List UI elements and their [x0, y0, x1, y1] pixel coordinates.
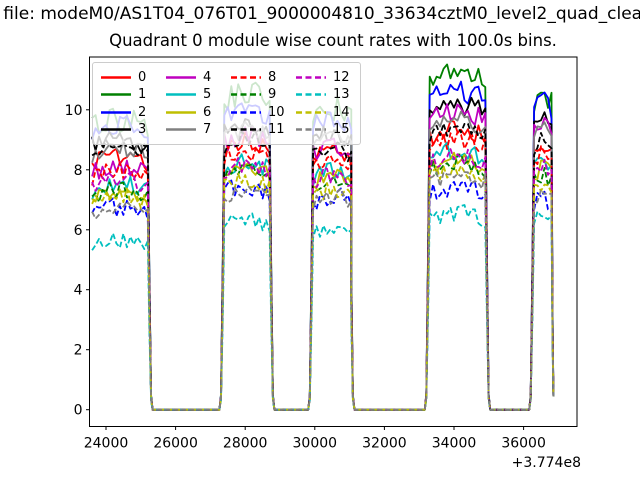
legend-entry-14: 14	[296, 104, 352, 121]
x-tick-label: 30000	[293, 436, 338, 452]
legend-entry-2: 2	[101, 104, 157, 121]
legend-line-swatch-14	[296, 110, 326, 114]
series-line-11	[91, 122, 555, 411]
series-line-10	[91, 179, 555, 411]
legend-entry-5: 5	[166, 86, 222, 103]
legend-label: 9	[268, 87, 277, 103]
y-tick-label: 8	[74, 163, 83, 179]
legend-entry-6: 6	[166, 104, 222, 121]
legend-column: 8 9 10 11	[231, 69, 287, 138]
x-tick-label: 28000	[223, 436, 268, 452]
series-line-13	[91, 204, 555, 411]
chart-title: Quadrant 0 module wise count rates with …	[109, 31, 557, 50]
legend-label: 15	[333, 121, 350, 137]
legend-label: 12	[333, 70, 350, 85]
series-line-6	[91, 151, 555, 411]
legend-label: 2	[138, 104, 147, 120]
legend-entry-4: 4	[166, 69, 222, 86]
series-line-15	[91, 171, 555, 411]
legend-entry-15: 15	[296, 121, 352, 138]
legend-line-swatch-10	[231, 110, 261, 114]
x-axis-offset-label: +3.774e8	[511, 455, 581, 471]
legend-label: 3	[138, 121, 147, 137]
legend-line-swatch-6	[166, 110, 196, 114]
legend-entry-10: 10	[231, 104, 287, 121]
legend-entry-9: 9	[231, 86, 287, 103]
legend-line-swatch-8	[231, 76, 261, 79]
legend-line-swatch-1	[101, 93, 131, 97]
legend-line-swatch-13	[296, 93, 326, 97]
x-tick-label: 32000	[362, 436, 407, 452]
legend-label: 7	[203, 121, 212, 137]
y-tick-label: 0	[74, 403, 83, 419]
x-tick-label: 26000	[153, 436, 198, 452]
legend-label: 1	[138, 87, 147, 103]
legend-label: 6	[203, 104, 212, 120]
series-line-9	[91, 153, 555, 411]
axes-box	[89, 56, 578, 427]
legend-line-swatch-5	[166, 93, 196, 97]
legend-line-swatch-4	[166, 76, 196, 79]
legend-line-swatch-9	[231, 93, 261, 97]
legend-label: 0	[138, 70, 147, 85]
legend-entry-0: 0	[101, 69, 157, 86]
legend-label: 5	[203, 87, 212, 103]
x-tick-label: 34000	[432, 436, 477, 452]
legend-entry-1: 1	[101, 86, 157, 103]
y-tick-label: 4	[74, 283, 83, 299]
legend-label: 14	[333, 104, 350, 120]
legend-line-swatch-12	[296, 76, 326, 79]
legend-entry-13: 13	[296, 86, 352, 103]
legend-column: 12 13 14 15	[296, 69, 352, 138]
legend-line-swatch-7	[166, 128, 196, 131]
legend-label: 8	[268, 70, 277, 85]
legend-line-swatch-11	[231, 128, 261, 131]
legend-entry-3: 3	[101, 121, 157, 138]
legend-line-swatch-15	[296, 128, 326, 131]
legend-line-swatch-2	[101, 110, 131, 114]
file-path-title: n file: modeM0/AS1T04_076T01_9000004810_…	[0, 4, 640, 24]
legend: 0 1 2 3 4 5 6 7 8 9 10 11 12 13 14 15	[92, 62, 361, 145]
series-line-14	[91, 163, 555, 411]
legend-entry-8: 8	[231, 69, 287, 86]
legend-label: 13	[333, 87, 350, 103]
legend-line-swatch-3	[101, 128, 131, 131]
series-line-8	[91, 131, 555, 411]
legend-label: 4	[203, 70, 212, 85]
legend-entry-7: 7	[166, 121, 222, 138]
legend-label: 10	[268, 104, 285, 120]
series-line-12	[91, 148, 555, 411]
legend-entry-12: 12	[296, 69, 352, 86]
legend-entry-11: 11	[231, 121, 287, 138]
y-tick-label: 2	[74, 343, 83, 359]
series-line-4	[91, 103, 555, 411]
legend-label: 11	[268, 121, 285, 137]
legend-line-swatch-0	[101, 76, 131, 79]
x-tick-label: 24000	[84, 436, 129, 452]
y-tick-label: 10	[65, 103, 83, 119]
y-tick-label: 6	[74, 223, 83, 239]
series-line-7	[91, 110, 555, 411]
x-tick-label: 36000	[501, 436, 546, 452]
